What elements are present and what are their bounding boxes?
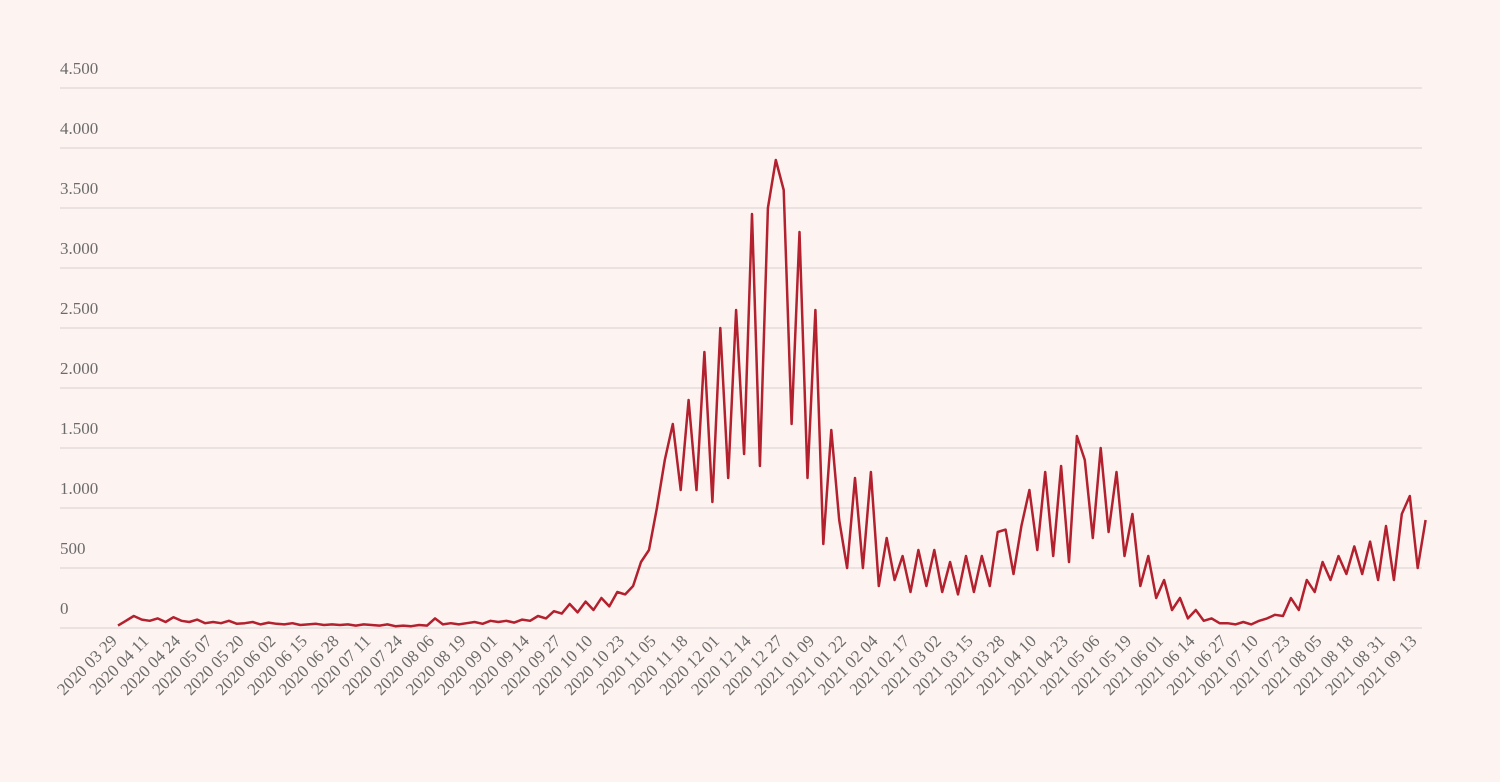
data-line: [117, 158, 1427, 628]
y-tick-label: 4.500: [60, 59, 98, 78]
y-tick-label: 3.000: [60, 239, 98, 258]
y-tick-label: 2.000: [60, 359, 98, 378]
y-tick-label: 500: [60, 539, 86, 558]
y-tick-label: 1.000: [60, 479, 98, 498]
y-tick-label: 3.500: [60, 179, 98, 198]
y-tick-label: 4.000: [60, 119, 98, 138]
y-tick-label: 0: [60, 599, 69, 618]
y-tick-label: 1.500: [60, 419, 98, 438]
y-tick-label: 2.500: [60, 299, 98, 318]
